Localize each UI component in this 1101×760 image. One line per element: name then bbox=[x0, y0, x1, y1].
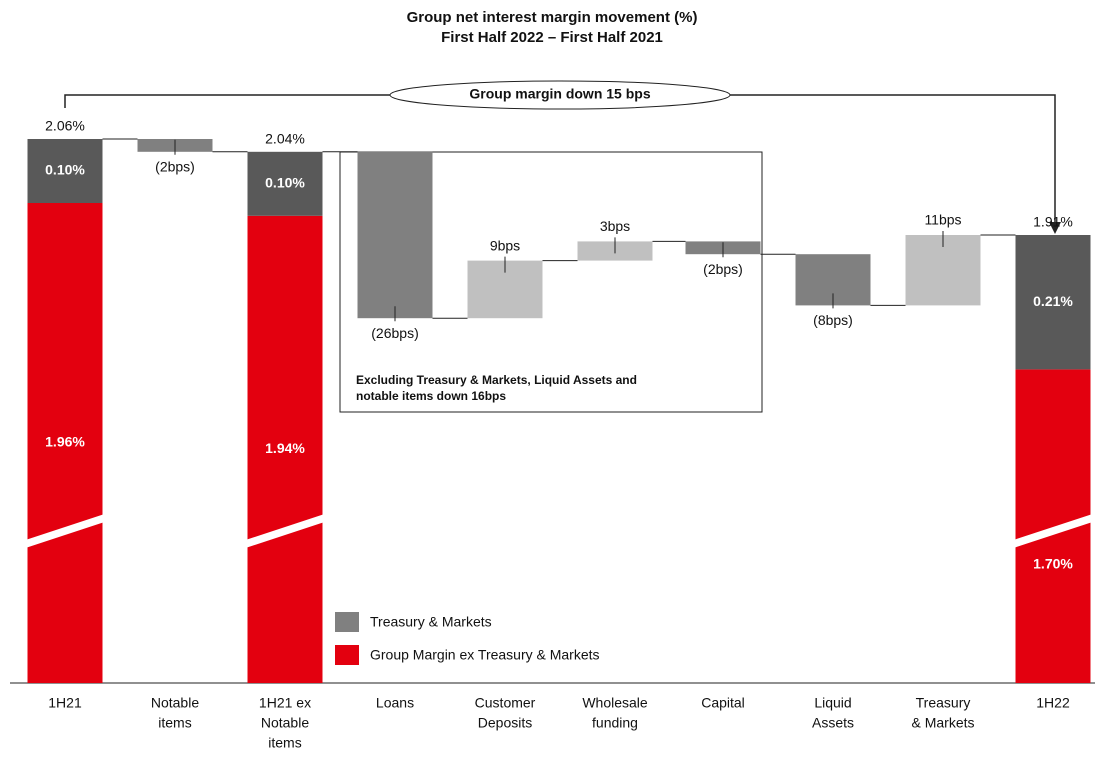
legend-swatch bbox=[335, 645, 359, 665]
value-label: (2bps) bbox=[155, 159, 195, 175]
annotation-box bbox=[339, 151, 763, 413]
x-tick-label: funding bbox=[592, 715, 638, 731]
annotation: Group margin down 15 bps bbox=[469, 86, 650, 102]
x-tick-label: Capital bbox=[701, 695, 745, 711]
segment-label: 1.96% bbox=[45, 434, 85, 450]
segment-label: 0.10% bbox=[45, 162, 85, 178]
legend-label: Treasury & Markets bbox=[370, 614, 492, 630]
bar-segment bbox=[27, 139, 103, 203]
callout bbox=[389, 80, 731, 110]
bar-segment bbox=[247, 215, 323, 684]
axis-break bbox=[1013, 514, 1093, 548]
x-tick-label: Deposits bbox=[478, 715, 532, 731]
value-label: 1.91% bbox=[1033, 214, 1073, 230]
x-tick-label: Liquid bbox=[814, 695, 851, 711]
segment-label: 0.21% bbox=[1033, 293, 1073, 309]
bar bbox=[357, 151, 433, 319]
segment-label: 0.10% bbox=[265, 175, 305, 191]
value-label: 2.06% bbox=[45, 118, 85, 134]
value-label: 9bps bbox=[490, 237, 520, 253]
x-tick-label: 1H22 bbox=[1036, 695, 1070, 711]
annotation: notable items down 16bps bbox=[356, 389, 506, 403]
value-label: (8bps) bbox=[813, 312, 853, 328]
arrow-head bbox=[1049, 222, 1061, 234]
segment-label: 1.70% bbox=[1033, 556, 1073, 572]
value-label: 2.04% bbox=[265, 131, 305, 147]
x-tick-label: Wholesale bbox=[582, 695, 648, 711]
segment-label: 1.94% bbox=[265, 440, 305, 456]
legend-swatch bbox=[335, 612, 359, 632]
x-tick-label: Customer bbox=[475, 695, 536, 711]
bar-segment bbox=[247, 151, 323, 216]
x-tick-label: Notable bbox=[261, 715, 309, 731]
arrow bbox=[64, 94, 1056, 225]
x-tick-label: items bbox=[268, 735, 301, 751]
x-tick-label: 1H21 ex bbox=[259, 695, 311, 711]
value-label: (26bps) bbox=[371, 325, 418, 341]
legend-label: Group Margin ex Treasury & Markets bbox=[370, 647, 600, 663]
x-tick-label: items bbox=[158, 715, 191, 731]
x-tick-label: 1H21 bbox=[48, 695, 82, 711]
x-tick-label: Assets bbox=[812, 715, 854, 731]
annotation: Excluding Treasury & Markets, Liquid Ass… bbox=[356, 373, 637, 387]
bar-segment bbox=[27, 203, 103, 683]
axis-break bbox=[245, 514, 325, 548]
value-label: (2bps) bbox=[703, 261, 743, 277]
value-label: 3bps bbox=[600, 218, 630, 234]
x-tick-label: & Markets bbox=[911, 715, 974, 731]
value-label: 11bps bbox=[924, 212, 961, 228]
chart-title: Group net interest margin movement (%) bbox=[407, 9, 698, 26]
bar-segment bbox=[1015, 235, 1091, 370]
chart-subtitle: First Half 2022 – First Half 2021 bbox=[441, 29, 663, 46]
x-tick-label: Notable bbox=[151, 695, 199, 711]
axis-break bbox=[25, 514, 105, 548]
x-tick-label: Loans bbox=[376, 695, 414, 711]
x-tick-label: Treasury bbox=[916, 695, 971, 711]
